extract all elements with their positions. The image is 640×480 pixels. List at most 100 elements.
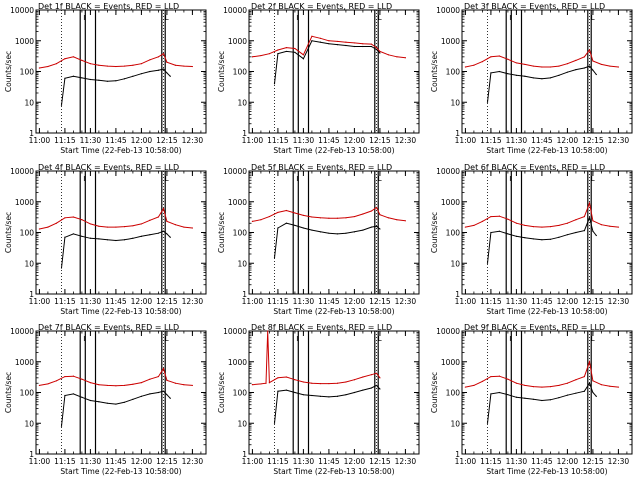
data-point [123,78,125,80]
data-point [273,83,276,85]
data-point [362,389,364,391]
data-point [541,399,543,402]
data-point [285,222,287,224]
data-point [541,386,543,388]
data-point [191,65,193,68]
interval-label: L [591,335,595,343]
data-point [98,79,100,81]
data-point [396,56,398,58]
data-point [273,422,276,424]
data-point [486,422,489,424]
data-point [481,380,483,382]
x-tick-label: 12:30 [395,297,417,306]
data-point [64,236,66,238]
data-point [285,50,287,53]
data-point [566,234,569,236]
interval-label: L [378,335,382,343]
x-tick-label: 11:30 [293,297,315,306]
data-point [558,224,560,227]
x-axis-label: Start Time (22-Feb-13 10:58:00) [60,146,181,155]
y-tick-label: 10000 [436,327,460,336]
x-tick-label: 11:45 [531,297,553,306]
data-point [162,68,165,70]
data-point [490,56,492,58]
x-tick-label: 12:00 [131,136,153,145]
data-point [345,217,347,219]
data-point [370,45,372,48]
data-point [464,66,466,68]
data-point [140,235,142,237]
data-point [89,237,91,239]
data-point [566,394,569,396]
interval-label: I [83,14,85,22]
interval-label: I [296,14,298,22]
y-tick-label: 1000 [15,198,34,207]
interval-label: I [296,335,298,343]
data-point [89,78,91,81]
data-point [55,63,58,65]
data-point [47,383,49,385]
data-point [617,66,620,68]
data-point [328,217,330,219]
data-point [55,222,58,224]
panel-det-9: Det 9f BLACK = Events, RED = LLD 1 10 100 10… [430,323,633,476]
data-point [115,226,117,228]
x-tick-label: 11:45 [318,136,340,145]
y-tick-label: 10 [24,98,34,107]
panel-title: Det 7f BLACK = Events, RED = LLD [38,323,179,332]
data-point [162,367,165,370]
data-point [302,394,304,396]
y-tick-label: 10 [450,259,460,268]
data-point [174,382,176,384]
y-tick-label: 10 [237,98,247,107]
data-point [162,390,165,392]
data-point [583,230,586,232]
data-point [319,395,321,397]
x-tick-label: 11:00 [29,457,51,466]
events-series-line [61,230,171,269]
data-point [549,77,552,79]
x-tick-label: 11:00 [455,297,477,306]
data-point [583,375,586,378]
data-point [592,380,594,382]
data-point [169,75,171,77]
data-point [353,231,355,233]
data-point [588,361,591,363]
data-point [166,220,168,222]
lld-series-line [252,206,406,222]
data-point [575,392,577,394]
data-point [140,395,142,397]
x-tick-label: 12:15 [369,297,391,306]
data-point [157,375,159,378]
data-point [588,217,591,219]
data-point [592,69,594,71]
data-point [123,65,125,67]
x-tick-label: 11:30 [80,297,102,306]
panel-title: Det 5f BLACK = Events, RED = LLD [251,163,392,172]
data-point [558,236,560,238]
data-point [375,48,378,51]
panel-title: Det 9f BLACK = Events, RED = LLD [464,323,605,332]
data-point [81,235,83,237]
data-point [72,375,74,377]
data-point [166,379,168,381]
data-point [524,224,526,227]
x-tick-label: 11:00 [242,297,264,306]
data-point [149,234,151,236]
x-axis-label: Start Time (22-Feb-13 10:58:00) [486,467,607,476]
events-series-line [487,65,597,103]
data-point [89,63,91,65]
data-point [375,206,378,209]
data-point [183,226,185,228]
data-point [370,374,372,376]
data-point [600,384,603,386]
data-point [72,56,74,58]
x-tick-label: 11:15 [54,297,76,306]
data-point [549,399,552,401]
x-tick-label: 11:00 [242,136,264,145]
panel-det-8: Det 8f BLACK = Events, RED = LLD 1 10 100 10… [217,323,420,476]
x-tick-label: 11:15 [480,136,502,145]
y-tick-label: 100 [446,389,461,398]
panel-det-5: Det 5f BLACK = Events, RED = LLD 1 10 100 10… [217,163,420,316]
panel-title: Det 4f BLACK = Events, RED = LLD [38,163,179,172]
